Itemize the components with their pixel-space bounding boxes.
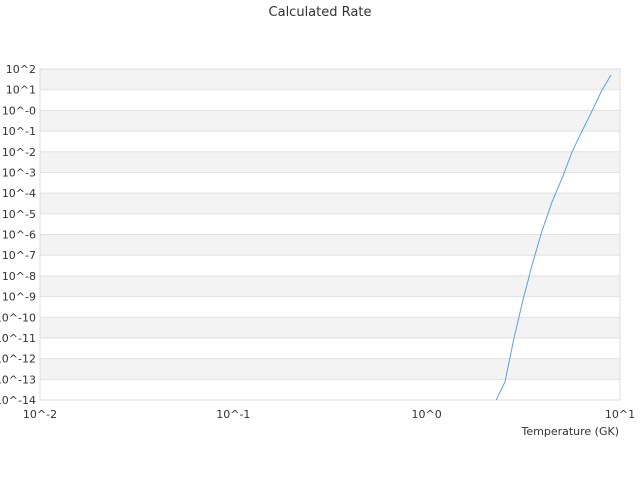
grid-band <box>40 276 620 297</box>
grid-band <box>40 193 620 214</box>
x-axis-label: Temperature (GK) <box>521 425 620 438</box>
y-tick-label: 10^1 <box>6 84 36 97</box>
x-tick-label: 10^0 <box>412 408 442 421</box>
x-tick-label: 10^-2 <box>23 408 57 421</box>
y-tick-label: 10^-7 <box>2 249 36 262</box>
grid-band <box>40 317 620 338</box>
y-tick-label: 10^-9 <box>2 291 36 304</box>
y-tick-label: 10^2 <box>6 63 36 76</box>
grid-band <box>40 152 620 173</box>
grid-band <box>40 235 620 256</box>
y-tick-label: 10^-12 <box>0 353 36 366</box>
y-tick-label: 10^-13 <box>0 373 36 386</box>
y-tick-label: 10^-6 <box>2 229 36 242</box>
y-tick-label: 10^-4 <box>2 187 36 200</box>
grid-band <box>40 110 620 131</box>
chart-title: Calculated Rate <box>269 5 372 20</box>
y-tick-label: 10^-10 <box>0 311 36 324</box>
y-tick-label: 10^-8 <box>2 270 36 283</box>
y-tick-label: 10^-3 <box>2 166 36 179</box>
y-tick-label: 10^-2 <box>2 146 36 159</box>
y-tick-label: 10^-1 <box>2 125 36 138</box>
x-tick-label: 10^1 <box>605 408 635 421</box>
y-tick-label: 10^-5 <box>2 208 36 221</box>
y-tick-label: 10^-0 <box>2 104 36 117</box>
grid-band <box>40 69 620 90</box>
y-tick-label: 10^-14 <box>0 394 36 407</box>
grid-band <box>40 359 620 380</box>
x-tick-label: 10^-1 <box>216 408 250 421</box>
y-tick-label: 10^-11 <box>0 332 36 345</box>
